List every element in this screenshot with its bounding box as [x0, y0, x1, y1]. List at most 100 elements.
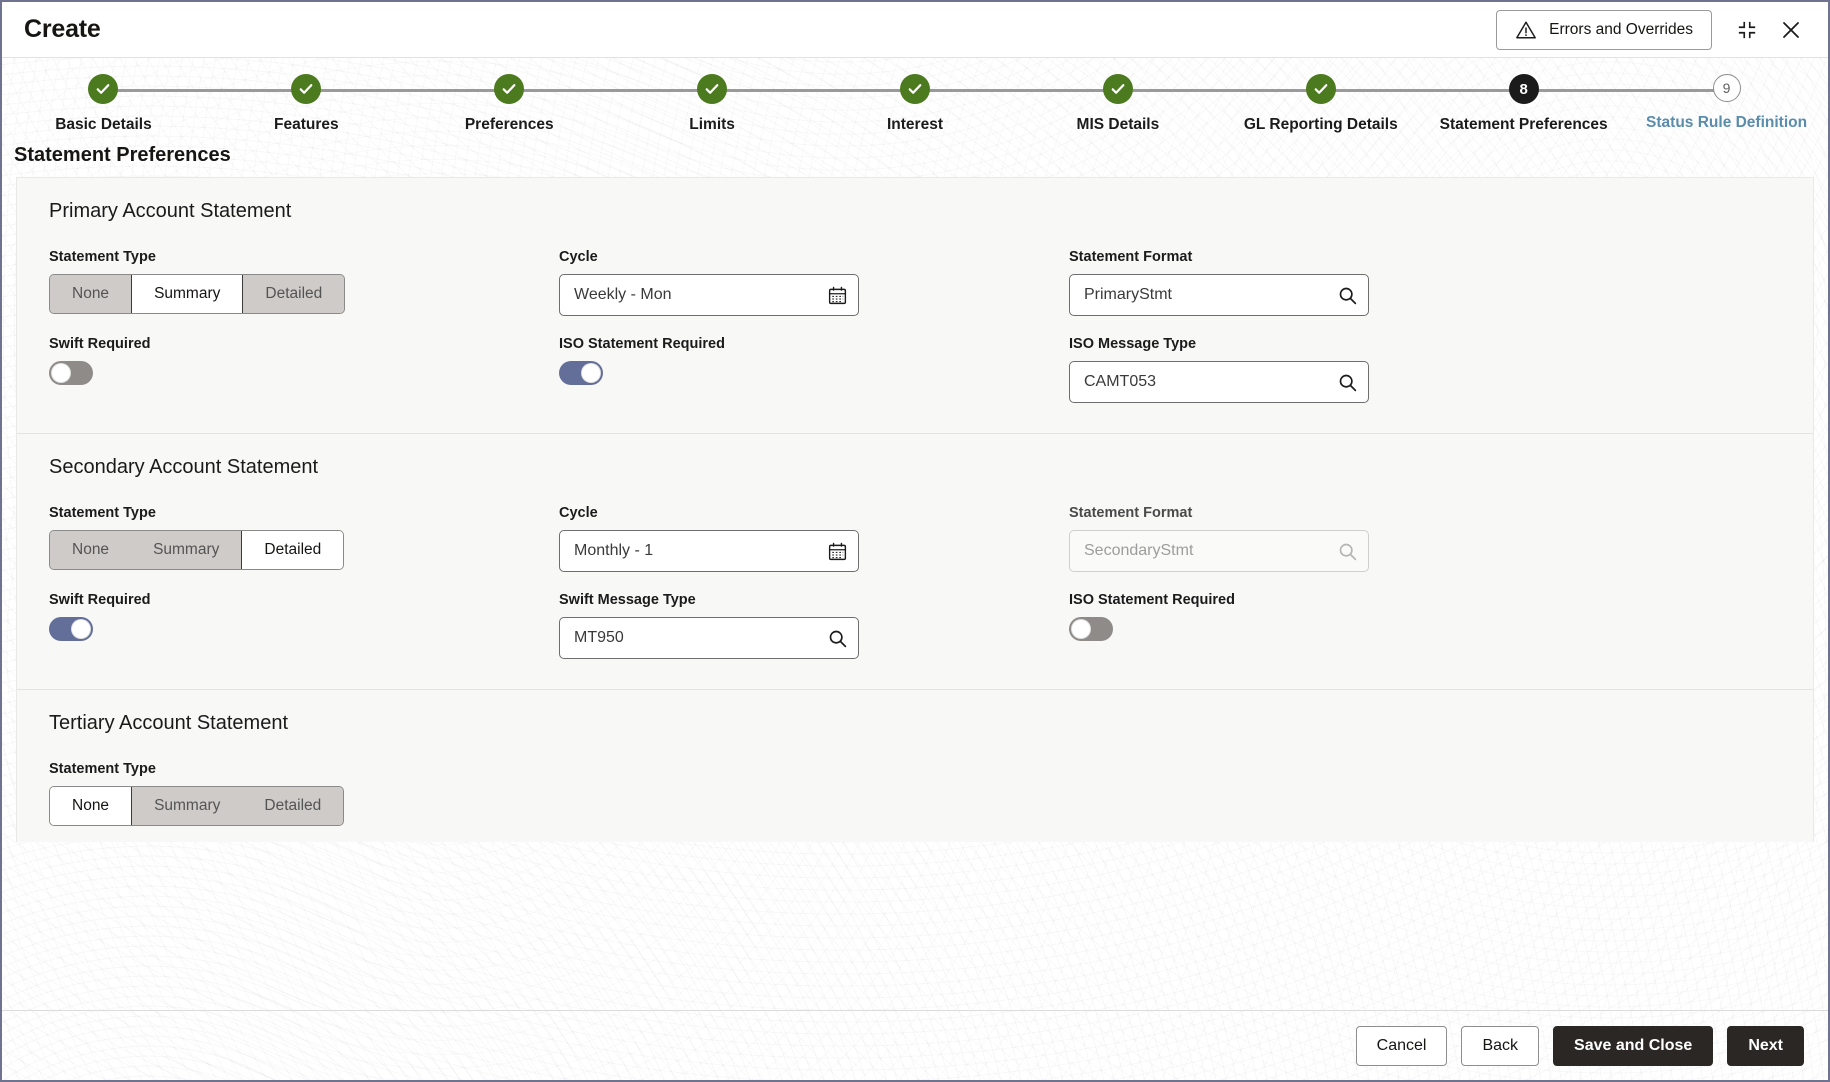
primary-iso-statement-required-toggle[interactable] — [559, 361, 603, 385]
secondary-swift-required-toggle[interactable] — [49, 617, 93, 641]
search-icon[interactable] — [1336, 371, 1358, 393]
primary-iso-message-type-input[interactable] — [1070, 362, 1368, 402]
save-and-close-button[interactable]: Save and Close — [1553, 1025, 1714, 1066]
segment-option-summary[interactable]: Summary — [131, 275, 244, 313]
stepper-step-status-rule-definition[interactable]: 9 Status Rule Definition — [1523, 74, 1828, 134]
search-icon — [1336, 540, 1358, 562]
stepper-step-label: Status Rule Definition — [1646, 114, 1808, 131]
stepper-connector — [915, 89, 1118, 92]
secondary-swift-message-type-input-wrap[interactable] — [559, 617, 859, 659]
check-icon — [1102, 74, 1133, 104]
secondary-cycle-input-wrap[interactable] — [559, 530, 859, 572]
primary-iso-message-type-input-wrap[interactable] — [1069, 361, 1369, 403]
primary-swift-required-toggle[interactable] — [49, 361, 93, 385]
stepper-step-label: Statement Preferences — [1439, 116, 1608, 133]
tertiary-statement-type-segmented[interactable]: None Summary Detailed — [49, 786, 345, 826]
segment-option-none[interactable]: None — [50, 275, 132, 313]
tertiary-statement-type-label: Statement Type — [49, 761, 156, 777]
stepper-connector — [1320, 89, 1524, 92]
search-icon[interactable] — [1336, 284, 1358, 306]
stepper-connector — [306, 89, 510, 92]
primary-cycle-input-wrap[interactable] — [559, 274, 859, 316]
primary-iso-statement-required-label: ISO Statement Required — [559, 336, 725, 352]
primary-statement-type-segmented[interactable]: None Summary Detailed — [49, 274, 346, 314]
cancel-button[interactable]: Cancel — [1355, 1025, 1448, 1066]
secondary-iso-statement-required-toggle[interactable] — [1069, 617, 1113, 641]
segment-option-none[interactable]: None — [50, 531, 132, 569]
primary-statement-type-field: Statement Type None Summary Detailed — [49, 249, 559, 316]
stepper-step-gl-reporting-details[interactable]: GL Reporting Details — [1117, 74, 1422, 134]
tertiary-section-heading: Tertiary Account Statement — [49, 712, 289, 734]
check-icon — [900, 74, 930, 104]
primary-statement-format-input-wrap[interactable] — [1069, 274, 1369, 316]
check-icon — [1305, 74, 1336, 104]
tertiary-account-statement-section: Tertiary Account Statement Statement Typ… — [17, 689, 1813, 842]
close-icon[interactable] — [1778, 17, 1804, 43]
titlebar-actions: Errors and Overrides — [1496, 9, 1810, 50]
form-content: Primary Account Statement Statement Type… — [16, 177, 1814, 842]
primary-cycle-input[interactable] — [560, 275, 858, 315]
stepper-step-basic-details[interactable]: Basic Details — [2, 74, 205, 134]
secondary-cycle-label: Cycle — [559, 505, 598, 521]
calendar-icon[interactable] — [826, 540, 848, 562]
stepper-step-label: Features — [274, 116, 339, 133]
errors-and-overrides-label: Errors and Overrides — [1549, 20, 1693, 38]
secondary-iso-statement-required-label: ISO Statement Required — [1069, 592, 1235, 608]
stepper-upcoming-index: 9 — [1712, 74, 1741, 102]
secondary-swift-message-type-input[interactable] — [560, 618, 858, 658]
window-controls — [1734, 17, 1810, 43]
segment-option-detailed[interactable]: Detailed — [243, 275, 345, 313]
segment-option-detailed[interactable]: Detailed — [241, 531, 344, 569]
stepper-connector — [1117, 89, 1321, 92]
primary-statement-type-label: Statement Type — [49, 249, 156, 265]
secondary-statement-type-label: Statement Type — [49, 505, 156, 521]
secondary-iso-statement-required-field: ISO Statement Required — [1069, 592, 1781, 659]
primary-iso-message-type-field: ISO Message Type — [1069, 336, 1781, 403]
secondary-cycle-input[interactable] — [560, 531, 858, 571]
primary-statement-format-label: Statement Format — [1069, 249, 1193, 265]
primary-cycle-field: Cycle — [559, 249, 1069, 316]
secondary-section-heading: Secondary Account Statement — [49, 456, 319, 478]
primary-iso-message-type-label: ISO Message Type — [1069, 336, 1197, 352]
stepper-step-mis-details[interactable]: MIS Details — [915, 74, 1219, 134]
stepper-step-statement-preferences[interactable]: 8 Statement Preferences — [1320, 74, 1625, 134]
secondary-statement-type-segmented[interactable]: None Summary Detailed — [49, 530, 345, 570]
search-icon[interactable] — [826, 627, 848, 649]
secondary-cycle-field: Cycle — [559, 505, 1069, 572]
dialog-footer: Cancel Back Save and Close Next — [2, 1010, 1828, 1080]
dialog-titlebar: Create Errors and Overrides — [2, 2, 1828, 58]
stepper-step-limits[interactable]: Limits — [509, 74, 814, 134]
primary-swift-required-field: Swift Required — [49, 336, 559, 403]
secondary-swift-required-field: Swift Required — [49, 592, 559, 659]
secondary-statement-type-field: Statement Type None Summary Detailed — [49, 505, 559, 572]
warning-triangle-icon — [1515, 19, 1537, 41]
errors-and-overrides-button[interactable]: Errors and Overrides — [1496, 9, 1712, 50]
stepper-step-label: Basic Details — [55, 116, 152, 133]
segment-option-none[interactable]: None — [50, 787, 133, 825]
primary-statement-format-input[interactable] — [1070, 275, 1368, 315]
stepper-step-features[interactable]: Features — [103, 74, 408, 134]
segment-option-detailed[interactable]: Detailed — [242, 787, 344, 825]
page-title: Create — [24, 15, 101, 43]
check-icon — [697, 74, 728, 104]
check-icon — [88, 74, 119, 104]
stepper-current-index: 8 — [1508, 74, 1539, 104]
stepper-step-interest[interactable]: Interest — [712, 74, 1017, 134]
secondary-account-statement-section: Secondary Account Statement Statement Ty… — [17, 433, 1813, 689]
stepper-connector — [1523, 89, 1727, 92]
stepper-step-preferences[interactable]: Preferences — [306, 74, 611, 134]
back-button[interactable]: Back — [1461, 1025, 1540, 1066]
stepper-step-label: Limits — [689, 116, 735, 133]
stepper-step-label: GL Reporting Details — [1243, 116, 1398, 133]
next-button[interactable]: Next — [1727, 1025, 1804, 1066]
calendar-icon[interactable] — [826, 284, 848, 306]
check-icon — [291, 74, 322, 104]
section-title: Statement Preferences — [14, 144, 231, 166]
collapse-icon[interactable] — [1734, 17, 1760, 43]
primary-cycle-label: Cycle — [559, 249, 598, 265]
stepper-connector — [509, 89, 713, 92]
wizard-stepper: Basic Details Features Preferences Limits In… — [2, 58, 1828, 140]
check-icon — [494, 74, 525, 104]
segment-option-summary[interactable]: Summary — [132, 787, 243, 825]
segment-option-summary[interactable]: Summary — [131, 531, 242, 569]
